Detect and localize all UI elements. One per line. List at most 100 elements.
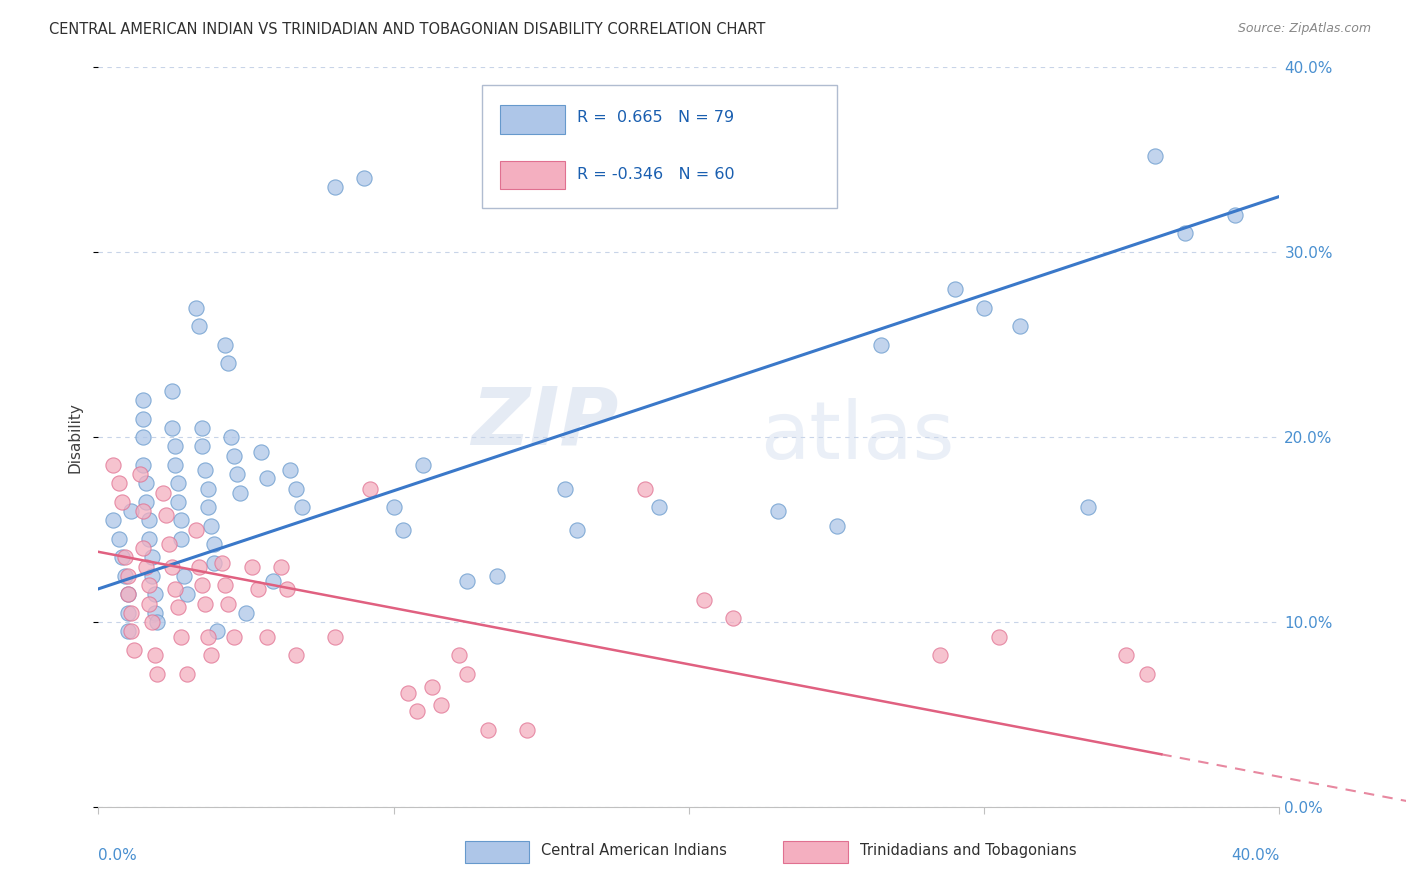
- Point: [291, 500, 314, 515]
- Point: [165, 582, 187, 596]
- Point: [323, 180, 346, 194]
- Point: [194, 597, 217, 611]
- Point: [634, 482, 657, 496]
- Point: [1115, 648, 1137, 663]
- Point: [141, 550, 163, 565]
- Point: [184, 523, 207, 537]
- Point: [648, 500, 671, 515]
- Point: [224, 630, 246, 644]
- Point: [224, 449, 246, 463]
- Point: [132, 458, 155, 472]
- Text: Central American Indians: Central American Indians: [541, 844, 727, 858]
- Point: [128, 467, 150, 482]
- Point: [120, 624, 142, 639]
- Point: [516, 723, 538, 737]
- Point: [176, 667, 198, 681]
- Point: [1144, 149, 1167, 163]
- Point: [554, 482, 576, 496]
- Text: 0.0%: 0.0%: [98, 848, 138, 863]
- Point: [170, 532, 193, 546]
- Point: [1008, 318, 1031, 333]
- Point: [200, 519, 222, 533]
- Point: [943, 282, 966, 296]
- Point: [117, 624, 139, 639]
- Point: [152, 485, 174, 500]
- Point: [929, 648, 952, 663]
- Point: [108, 476, 131, 491]
- Point: [285, 648, 308, 663]
- Point: [187, 318, 209, 333]
- Point: [143, 587, 166, 601]
- Point: [141, 569, 163, 583]
- Point: [723, 611, 745, 625]
- Point: [200, 648, 222, 663]
- Point: [117, 606, 139, 620]
- Point: [138, 597, 160, 611]
- Point: [167, 495, 190, 509]
- Point: [162, 559, 183, 574]
- Point: [117, 587, 139, 601]
- Point: [256, 630, 278, 644]
- Point: [398, 685, 420, 699]
- Point: [221, 430, 243, 444]
- Point: [170, 630, 193, 644]
- Point: [202, 556, 225, 570]
- Point: [323, 630, 346, 644]
- Point: [477, 723, 499, 737]
- Y-axis label: Disability: Disability: [67, 401, 83, 473]
- Point: [184, 301, 207, 315]
- Point: [197, 500, 219, 515]
- Point: [565, 523, 588, 537]
- Point: [132, 430, 155, 444]
- Point: [1077, 500, 1099, 515]
- Point: [155, 508, 177, 522]
- Point: [114, 550, 136, 565]
- Point: [167, 476, 190, 491]
- Point: [138, 532, 160, 546]
- Point: [141, 615, 163, 630]
- Text: Trinidadians and Tobagonians: Trinidadians and Tobagonians: [860, 844, 1077, 858]
- Point: [191, 439, 214, 453]
- Point: [122, 643, 145, 657]
- Point: [217, 356, 239, 370]
- Text: R =  0.665   N = 79: R = 0.665 N = 79: [576, 111, 734, 126]
- Point: [211, 556, 233, 570]
- Point: [486, 569, 509, 583]
- Point: [132, 392, 155, 407]
- Point: [262, 574, 284, 589]
- Point: [103, 458, 125, 472]
- Point: [420, 680, 443, 694]
- Point: [412, 458, 434, 472]
- Point: [191, 578, 214, 592]
- Text: 40.0%: 40.0%: [1232, 848, 1279, 863]
- Point: [205, 624, 228, 639]
- Text: atlas: atlas: [759, 398, 955, 476]
- Point: [143, 648, 166, 663]
- Point: [766, 504, 789, 518]
- Text: CENTRAL AMERICAN INDIAN VS TRINIDADIAN AND TOBAGONIAN DISABILITY CORRELATION CHA: CENTRAL AMERICAN INDIAN VS TRINIDADIAN A…: [49, 22, 766, 37]
- Point: [146, 667, 169, 681]
- Point: [162, 384, 183, 398]
- Point: [270, 559, 292, 574]
- Text: ZIP: ZIP: [471, 384, 619, 461]
- Point: [382, 500, 405, 515]
- Point: [165, 439, 187, 453]
- Point: [135, 495, 157, 509]
- Point: [240, 559, 263, 574]
- Point: [973, 301, 995, 315]
- Point: [229, 485, 252, 500]
- Point: [135, 559, 157, 574]
- Point: [176, 587, 198, 601]
- Point: [120, 606, 142, 620]
- Point: [173, 569, 195, 583]
- Point: [1225, 208, 1247, 222]
- Text: Source: ZipAtlas.com: Source: ZipAtlas.com: [1237, 22, 1371, 36]
- Point: [214, 578, 236, 592]
- Point: [280, 463, 302, 477]
- Point: [226, 467, 249, 482]
- Point: [167, 600, 190, 615]
- Point: [430, 698, 453, 713]
- Point: [194, 463, 217, 477]
- Point: [723, 186, 745, 200]
- Point: [170, 513, 193, 527]
